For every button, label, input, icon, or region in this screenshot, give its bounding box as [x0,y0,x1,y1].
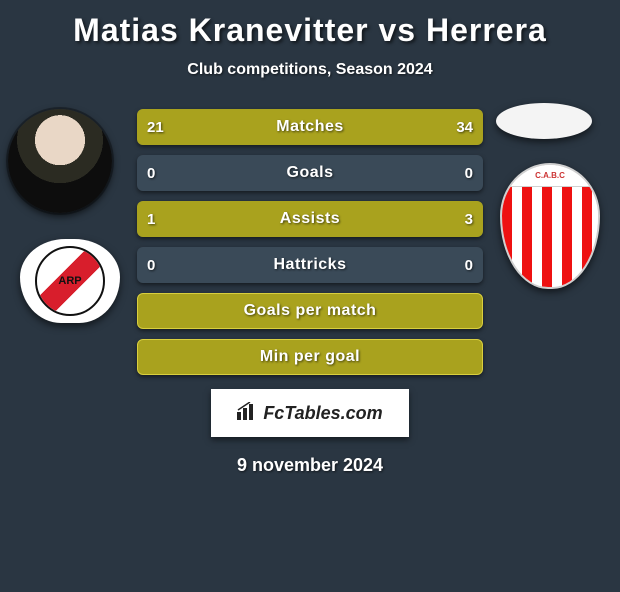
stat-label: Matches [137,109,483,145]
stat-label: Goals [137,155,483,191]
brand-text: FcTables.com [263,403,382,424]
brand-badge: FcTables.com [211,389,409,437]
stat-label: Min per goal [138,340,482,374]
page-title: Matias Kranevitter vs Herrera [0,12,620,49]
stat-row: 00Hattricks [137,247,483,283]
stat-row: 13Assists [137,201,483,237]
barracas-stripes-icon [502,187,598,287]
player-right-avatar [496,103,592,139]
player-left-avatar [8,109,112,213]
date-text: 9 november 2024 [0,455,620,476]
stat-row: 00Goals [137,155,483,191]
stat-label: Goals per match [138,294,482,328]
stat-row: Min per goal [137,339,483,375]
comparison-arena: C.A.B.C 2134Matches 00Goals 13Assists 00Hat… [0,109,620,375]
chart-icon [237,402,257,425]
river-plate-crest-icon [35,246,105,316]
stat-label: Hattricks [137,247,483,283]
stat-label: Assists [137,201,483,237]
player-left-crest [20,239,120,323]
stat-row: Goals per match [137,293,483,329]
player-right-crest: C.A.B.C [500,163,600,289]
crest-right-text: C.A.B.C [502,165,598,187]
subtitle: Club competitions, Season 2024 [0,61,620,79]
stat-row: 2134Matches [137,109,483,145]
stats-bars-container: 2134Matches 00Goals 13Assists 00Hattricks Go… [137,109,483,375]
